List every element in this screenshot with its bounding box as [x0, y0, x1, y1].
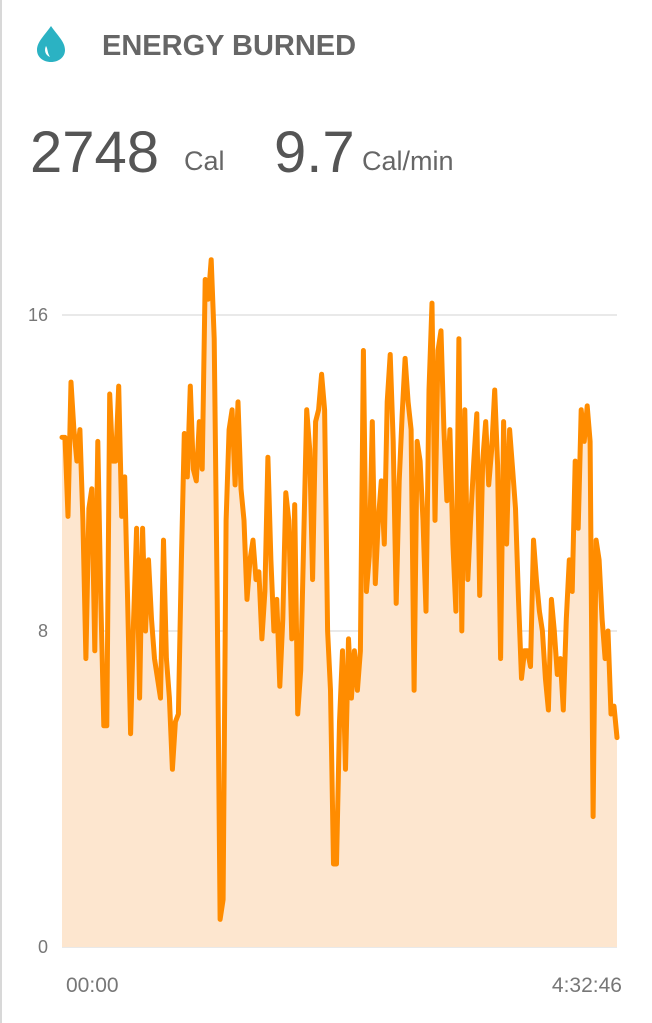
stat-value: 9.7 [274, 120, 355, 185]
drop-icon [37, 26, 65, 62]
x-tick-label: 4:32:46 [552, 974, 622, 997]
chart: 0 8 16 00:00 4:32:46 [28, 257, 622, 997]
x-tick-label: 00:00 [66, 974, 119, 997]
y-tick-label: 0 [38, 937, 48, 957]
stat-unit: Cal [184, 146, 225, 176]
line [59, 257, 620, 922]
y-tick-label: 16 [28, 305, 48, 325]
stat-value: 2748 [30, 120, 159, 185]
y-tick-label: 8 [38, 621, 48, 641]
title: ENERGY BURNED [102, 30, 356, 62]
area [62, 259, 617, 947]
stat-unit: Cal/min [362, 146, 454, 176]
